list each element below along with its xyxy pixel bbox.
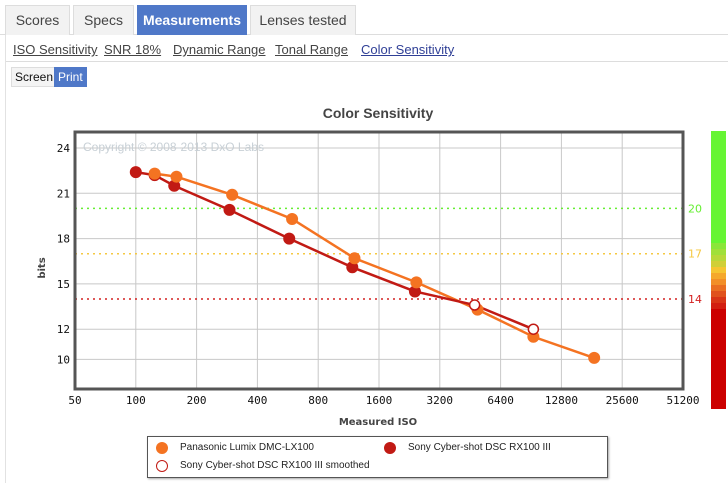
color-scale-segment: [711, 243, 726, 249]
x-tick-label: 6400: [487, 394, 514, 407]
threshold-label: 20: [688, 202, 702, 215]
y-tick-label: 18: [57, 233, 70, 246]
tab-specs[interactable]: Specs: [73, 5, 134, 35]
data-point-hollow[interactable]: [468, 299, 481, 311]
color-scale-segment: [711, 249, 726, 255]
x-tick-label: 1600: [366, 394, 393, 407]
color-scale-segment: [711, 211, 726, 243]
subnav-tonal-range[interactable]: Tonal Range: [275, 42, 348, 57]
subnav-color-sensitivity[interactable]: Color Sensitivity: [361, 42, 455, 57]
x-tick-label: 800: [308, 394, 328, 407]
color-scale-segment: [711, 279, 726, 285]
print-view-button[interactable]: Print: [54, 67, 87, 87]
x-tick-label: 200: [187, 394, 207, 407]
threshold-label: 17: [688, 248, 702, 261]
legend-label: Sony Cyber-shot DSC RX100 III smoothed: [180, 460, 370, 471]
x-tick-label: 50: [68, 394, 81, 407]
x-tick-label: 25600: [606, 394, 639, 407]
data-point[interactable]: [408, 285, 421, 298]
color-scale-segment: [711, 273, 726, 279]
x-tick-label: 100: [126, 394, 146, 407]
orange-dot-icon: [156, 442, 168, 454]
tab-lenses-tested[interactable]: Lenses tested: [250, 5, 356, 35]
color-scale-segment: [711, 309, 726, 371]
x-tick-label: 400: [247, 394, 267, 407]
color-scale-segment: [711, 255, 726, 261]
copyright-watermark: Copyright © 2008-2013 DxO Labs: [83, 140, 264, 154]
legend-label: Panasonic Lumix DMC-LX100: [180, 442, 314, 453]
color-scale-segment: [711, 131, 726, 211]
y-tick-label: 15: [57, 278, 70, 291]
color-scale-segment: [711, 267, 726, 273]
y-axis-ticks: 24 21 18 15 12 10: [57, 142, 71, 366]
x-tick-label: 51200: [666, 394, 699, 407]
color-scale-segment: [711, 303, 726, 309]
data-point-hollow[interactable]: [527, 323, 540, 335]
x-axis-label: Measured ISO: [339, 417, 417, 428]
chart-legend: Panasonic Lumix DMC-LX100 Sony Cyber-sho…: [147, 436, 608, 478]
color-scale-segment: [711, 261, 726, 267]
tab-measurements[interactable]: Measurements: [137, 5, 247, 35]
legend-label: Sony Cyber-shot DSC RX100 III: [408, 442, 551, 453]
color-scale-segment: [711, 285, 726, 291]
color-scale-segment: [711, 297, 726, 303]
data-point[interactable]: [168, 179, 181, 192]
data-point[interactable]: [223, 203, 236, 216]
x-tick-label: 3200: [427, 394, 454, 407]
screen-view-button[interactable]: Screen: [11, 67, 58, 87]
y-tick-label: 10: [57, 353, 70, 366]
y-tick-label: 12: [57, 323, 70, 336]
red-dot-icon: [384, 442, 396, 454]
threshold-lines: 20 17 14: [75, 202, 702, 306]
data-point[interactable]: [129, 166, 142, 179]
content-border: [5, 35, 6, 483]
data-point[interactable]: [170, 170, 183, 183]
hollow-circle-icon: [156, 460, 168, 472]
tab-scores[interactable]: Scores: [5, 5, 70, 35]
x-tick-label: 12800: [545, 394, 578, 407]
data-point[interactable]: [283, 232, 296, 245]
subnav-snr-18[interactable]: SNR 18%: [104, 42, 162, 57]
x-axis-ticks: 50 100 200 400 800 1600 3200 6400 12800 25600 5120…: [68, 394, 699, 407]
y-axis-label: bits: [37, 257, 48, 278]
y-tick-label: 24: [57, 142, 71, 155]
color-scale-bar: [711, 131, 726, 409]
data-point[interactable]: [286, 212, 299, 225]
y-tick-label: 21: [57, 187, 70, 200]
chart-title: Color Sensitivity: [323, 105, 434, 121]
data-point[interactable]: [588, 351, 601, 364]
data-series: [129, 166, 601, 364]
measurement-subnav: ISO Sensitivity SNR 18% Dynamic Range To…: [6, 35, 728, 62]
threshold-label: 14: [688, 293, 702, 306]
data-point[interactable]: [346, 261, 359, 274]
data-point[interactable]: [148, 167, 161, 180]
chart-grid: [74, 132, 684, 389]
plot-frame: [73, 130, 685, 391]
color-scale-segment: [711, 371, 726, 409]
color-scale-segment: [711, 291, 726, 297]
subnav-dynamic-range[interactable]: Dynamic Range: [173, 42, 266, 57]
subnav-iso-sensitivity[interactable]: ISO Sensitivity: [13, 42, 98, 57]
data-point[interactable]: [226, 188, 239, 201]
data-point[interactable]: [410, 276, 423, 289]
data-point[interactable]: [348, 252, 361, 265]
tab-bar: Scores Specs Measurements Lenses tested: [0, 0, 728, 35]
